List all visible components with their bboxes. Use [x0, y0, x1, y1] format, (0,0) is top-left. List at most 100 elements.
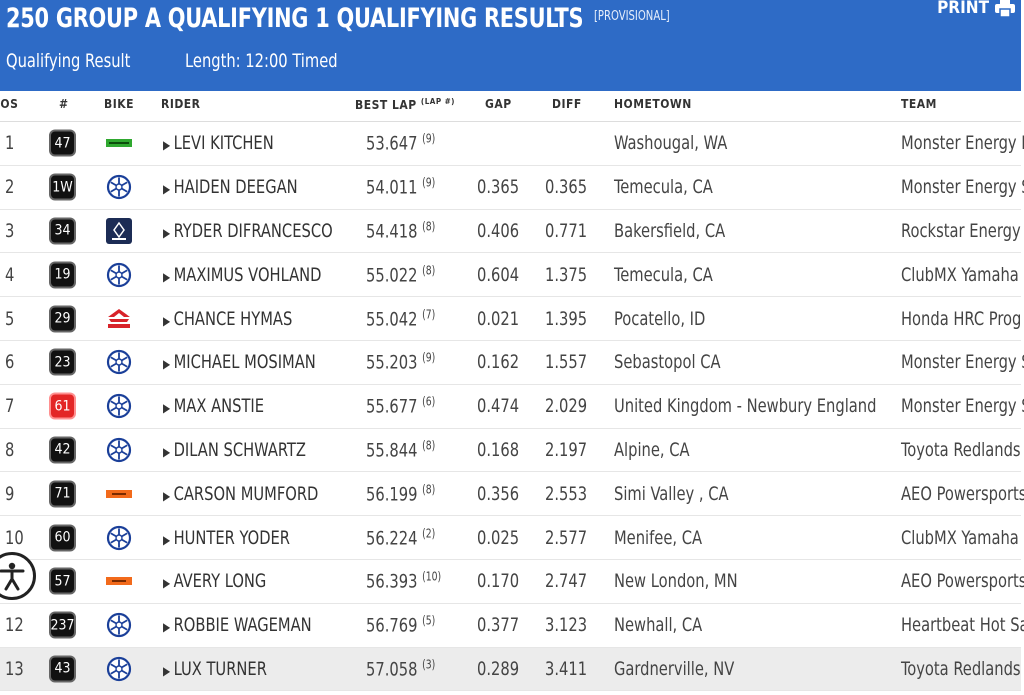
number-plate: 61	[49, 392, 76, 420]
best-lap: 54.418 (8)	[366, 219, 436, 243]
kawasaki-logo-icon	[106, 139, 132, 148]
team-name: Monster Energy S	[901, 395, 1024, 418]
number-plate: 43	[49, 655, 76, 683]
hometown: Menifee, CA	[614, 526, 703, 549]
diff-value: 3.123	[545, 614, 588, 637]
rider-name[interactable]: ▶ MAX ANSTIE	[163, 395, 265, 418]
diff-value: 2.197	[545, 438, 588, 461]
bike-logo	[106, 437, 132, 463]
table-row[interactable]: 5 29 ▶ CHANCE HYMAS 55.042 (7) 0.021 1.39…	[0, 297, 1021, 341]
team-name: Toyota Redlands	[901, 657, 1021, 680]
position: 8	[5, 438, 15, 461]
col-number[interactable]: #	[59, 97, 69, 111]
number-plate: 71	[49, 480, 76, 508]
rider-name[interactable]: ▶ ROBBIE WAGEMAN	[163, 614, 312, 637]
accessibility-icon	[0, 562, 25, 591]
rider-name[interactable]: ▶ CHANCE HYMAS	[163, 307, 293, 330]
team-name: Monster Energy S	[901, 351, 1024, 374]
number-plate: 19	[49, 261, 76, 289]
expand-triangle-icon: ▶	[163, 532, 171, 547]
col-rider[interactable]: RIDER	[161, 97, 201, 111]
gap-value: 0.170	[477, 570, 520, 593]
team-name: Monster Energy S	[901, 176, 1024, 199]
gap-value: 0.604	[477, 263, 520, 286]
header-divider	[0, 121, 1021, 122]
best-lap-number: (8)	[422, 482, 436, 497]
table-row[interactable]: 4 19 ▶ MAXIMUS VOHLAND 55.022 (8) 0.604 1…	[0, 253, 1021, 298]
gap-value: 0.025	[477, 526, 520, 549]
hometown: Simi Valley , CA	[614, 482, 729, 505]
yamaha-logo-icon	[106, 656, 132, 682]
number-plate: 29	[49, 305, 76, 333]
bike-logo	[106, 525, 132, 551]
rider-name[interactable]: ▶ DILAN SCHWARTZ	[163, 438, 306, 461]
bike-logo	[106, 481, 132, 507]
col-pos[interactable]: POS	[0, 97, 19, 111]
rider-name[interactable]: ▶ RYDER DIFRANCESCO	[163, 219, 333, 242]
provisional-tag: [PROVISIONAL]	[594, 9, 670, 24]
table-row[interactable]: 1 47 ▶ LEVI KITCHEN 53.647 (9) Washougal,…	[0, 122, 1024, 166]
print-label: PRINT	[937, 0, 989, 18]
table-row[interactable]: 13 43 ▶ LUX TURNER 57.058 (3) 0.289 3.411…	[0, 647, 1021, 692]
rider-name[interactable]: ▶ LEVI KITCHEN	[163, 132, 274, 155]
table-row[interactable]: 10 60 ▶ HUNTER YODER 56.224 (2) 0.025 2.5…	[0, 516, 1021, 560]
col-diff[interactable]: DIFF	[552, 97, 582, 111]
best-lap: 56.199 (8)	[366, 482, 436, 506]
table-row[interactable]: 7 61 ▶ MAX ANSTIE 55.677 (6) 0.474 2.029 …	[0, 385, 1024, 429]
ktm-logo-icon	[106, 577, 132, 586]
rider-name[interactable]: ▶ HAIDEN DEEGAN	[163, 176, 298, 199]
expand-triangle-icon: ▶	[163, 620, 171, 635]
col-best-lap[interactable]: BEST LAP (LAP #)	[355, 97, 455, 112]
best-lap: 56.769 (5)	[366, 613, 436, 637]
position: 4	[5, 263, 15, 286]
table-row[interactable]: 12 237 ▶ ROBBIE WAGEMAN 56.769 (5) 0.377 …	[0, 604, 1024, 648]
best-lap: 54.011 (9)	[366, 175, 436, 199]
team-name: Monster Energy K	[901, 132, 1024, 155]
gap-value: 0.377	[477, 614, 520, 637]
rider-name[interactable]: ▶ MAXIMUS VOHLAND	[163, 263, 322, 286]
expand-triangle-icon: ▶	[163, 225, 171, 240]
position: 10	[5, 526, 24, 549]
rider-name[interactable]: ▶ LUX TURNER	[163, 657, 267, 680]
results-header: 250 GROUP A QUALIFYING 1 QUALIFYING RESU…	[0, 0, 1021, 91]
number-plate: 237	[49, 611, 76, 639]
position: 1	[5, 132, 15, 155]
position: 7	[5, 395, 15, 418]
best-lap-number: (8)	[422, 219, 436, 234]
rider-name[interactable]: ▶ CARSON MUMFORD	[163, 482, 319, 505]
diff-value: 2.747	[545, 570, 588, 593]
col-gap[interactable]: GAP	[485, 97, 512, 111]
diff-value: 3.411	[545, 657, 588, 680]
table-row[interactable]: 3 34 ▶ RYDER DIFRANCESCO 54.418 (8) 0.406…	[0, 210, 1021, 254]
col-hometown[interactable]: HOMETOWN	[614, 97, 692, 111]
team-name: Heartbeat Hot Sa	[901, 614, 1024, 637]
col-bike[interactable]: BIKE	[104, 97, 134, 111]
position: 12	[5, 614, 24, 637]
gap-value: 0.406	[477, 219, 520, 242]
best-lap-number: (9)	[422, 350, 436, 365]
team-name: Honda HRC Prog	[901, 307, 1022, 330]
best-lap: 55.042 (7)	[366, 306, 436, 331]
gap-value: 0.365	[477, 176, 520, 199]
honda-logo-icon	[108, 308, 130, 328]
table-row[interactable]: 11 57 ▶AVERY LONG 56.393 (10) 0.170 2.74…	[0, 560, 1024, 604]
gap-value: 0.162	[477, 351, 520, 374]
rider-name[interactable]: ▶ AVERY LONG	[163, 570, 267, 593]
col-best-lap-label: BEST LAP	[355, 98, 417, 112]
print-button[interactable]: PRINT	[937, 0, 1015, 18]
hometown: Alpine, CA	[614, 438, 690, 461]
position: 3	[5, 219, 15, 242]
best-lap-number: (5)	[422, 613, 436, 628]
best-lap-number: (2)	[422, 525, 436, 540]
diff-value: 0.771	[545, 219, 588, 242]
table-row[interactable]: 9 71 ▶ CARSON MUMFORD 56.199 (8) 0.356 2.…	[0, 472, 1024, 517]
table-row[interactable]: 2 1W ▶ HAIDEN DEEGAN 54.011 (9) 0.365 0.3…	[0, 166, 1024, 210]
rider-name[interactable]: ▶ HUNTER YODER	[163, 526, 291, 549]
position: 6	[5, 351, 15, 374]
table-row[interactable]: 8 42 ▶ DILAN SCHWARTZ 55.844 (8) 0.168 2.…	[0, 429, 1021, 473]
diff-value: 2.553	[545, 482, 588, 505]
yamaha-logo-icon	[106, 613, 132, 638]
rider-name[interactable]: ▶ MICHAEL MOSIMAN	[163, 351, 316, 374]
table-row[interactable]: 6 23 ▶ MICHAEL MOSIMAN 55.203 (9) 0.162 1…	[0, 341, 1024, 385]
col-team[interactable]: TEAM	[901, 97, 937, 111]
